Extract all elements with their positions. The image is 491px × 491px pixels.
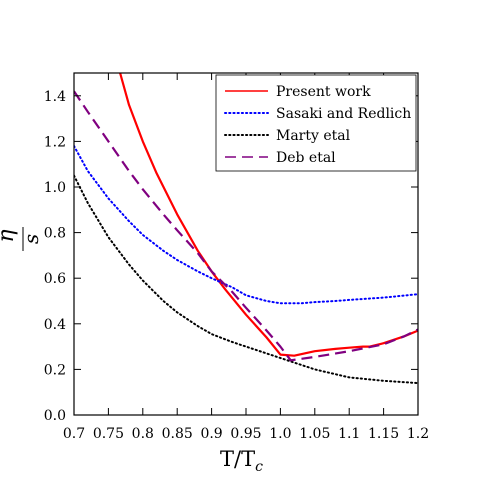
x-tick-label: 1.0 <box>269 426 291 442</box>
legend-label-deb-etal: Deb etal <box>276 150 336 166</box>
x-axis-label: T/Tc <box>220 447 263 475</box>
svg-text:T/Tc: T/Tc <box>220 447 263 475</box>
x-tick-label: 1.2 <box>407 426 429 442</box>
y-axis-label-numerator: η <box>0 229 19 242</box>
x-axis-label-sub: c <box>255 459 263 475</box>
y-tick-label: 1.4 <box>44 89 66 105</box>
y-tick-label: 0.2 <box>44 362 66 378</box>
x-tick-label: 0.7 <box>63 426 85 442</box>
series-layer <box>74 73 418 385</box>
x-tick-label: 0.8 <box>132 426 154 442</box>
legend: Present work Sasaki and Redlich Marty etal… <box>215 74 417 172</box>
legend-label-sasaki-and-redlich: Sasaki and Redlich <box>276 106 411 122</box>
legend-entries: Present work Sasaki and Redlich Marty etal… <box>224 84 411 166</box>
x-tick-label: 0.75 <box>93 426 124 442</box>
y-axis-label-denominator: s <box>19 234 43 244</box>
y-axis-label: η s <box>0 227 43 251</box>
y-tick-label: 0.8 <box>44 226 66 242</box>
x-tick-label: 0.9 <box>200 426 222 442</box>
series-line-marty-etal <box>74 174 418 385</box>
x-tick-label: 1.15 <box>368 426 399 442</box>
series-line-sasaki-and-redlich <box>74 145 418 305</box>
y-tick-label: 0.0 <box>44 408 66 424</box>
legend-label-present-work: Present work <box>276 84 371 100</box>
y-tick-label: 0.4 <box>44 317 66 333</box>
y-tick-label: 1.2 <box>44 134 66 150</box>
y-tick-label: 0.6 <box>44 271 66 287</box>
x-tick-label: 1.1 <box>338 426 360 442</box>
x-tick-label: 0.95 <box>230 426 261 442</box>
series-line-deb-etal <box>74 90 418 362</box>
y-tick-label: 1.0 <box>44 180 66 196</box>
x-tick-label: 1.05 <box>299 426 330 442</box>
x-tick-label: 0.85 <box>162 426 193 442</box>
x-axis-label-main: T/T <box>220 447 255 471</box>
legend-label-marty-etal: Marty etal <box>276 128 351 144</box>
tick-layer: 0.7 0.75 0.8 0.85 0.9 0.95 1.0 1.05 1.1 1.15 1.2 0.… <box>44 73 429 442</box>
